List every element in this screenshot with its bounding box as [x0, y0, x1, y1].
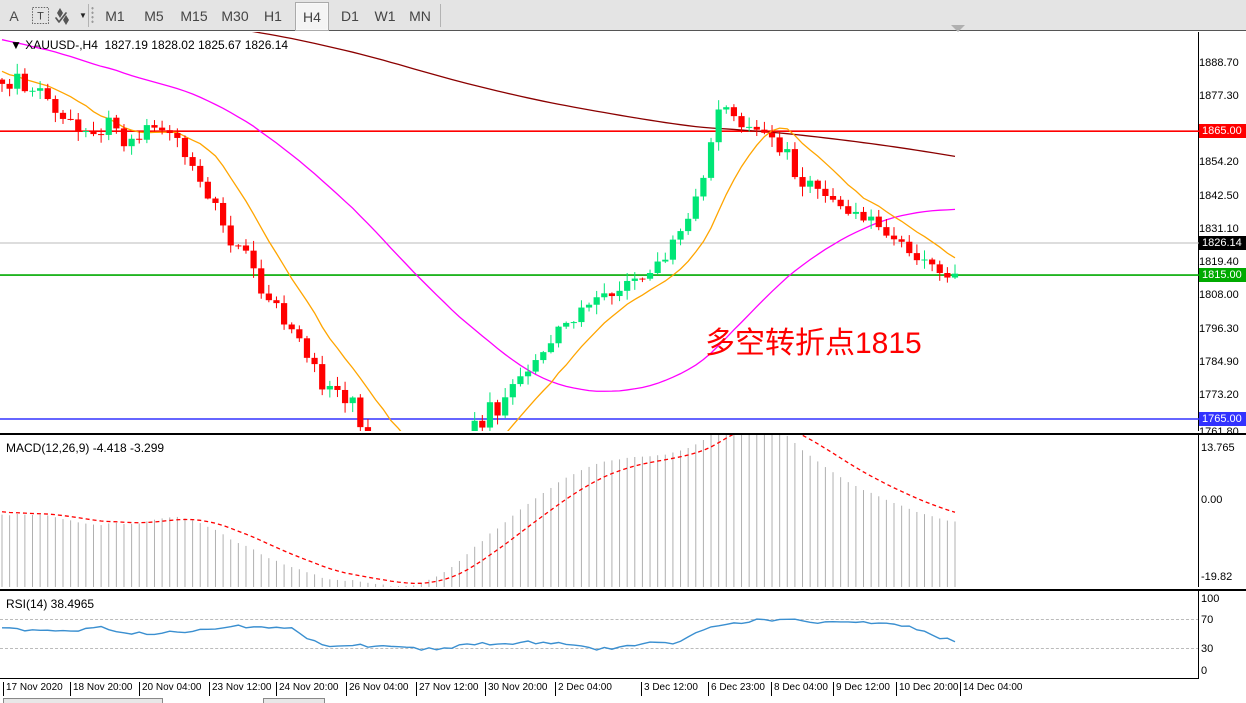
svg-text:T: T	[37, 11, 44, 23]
